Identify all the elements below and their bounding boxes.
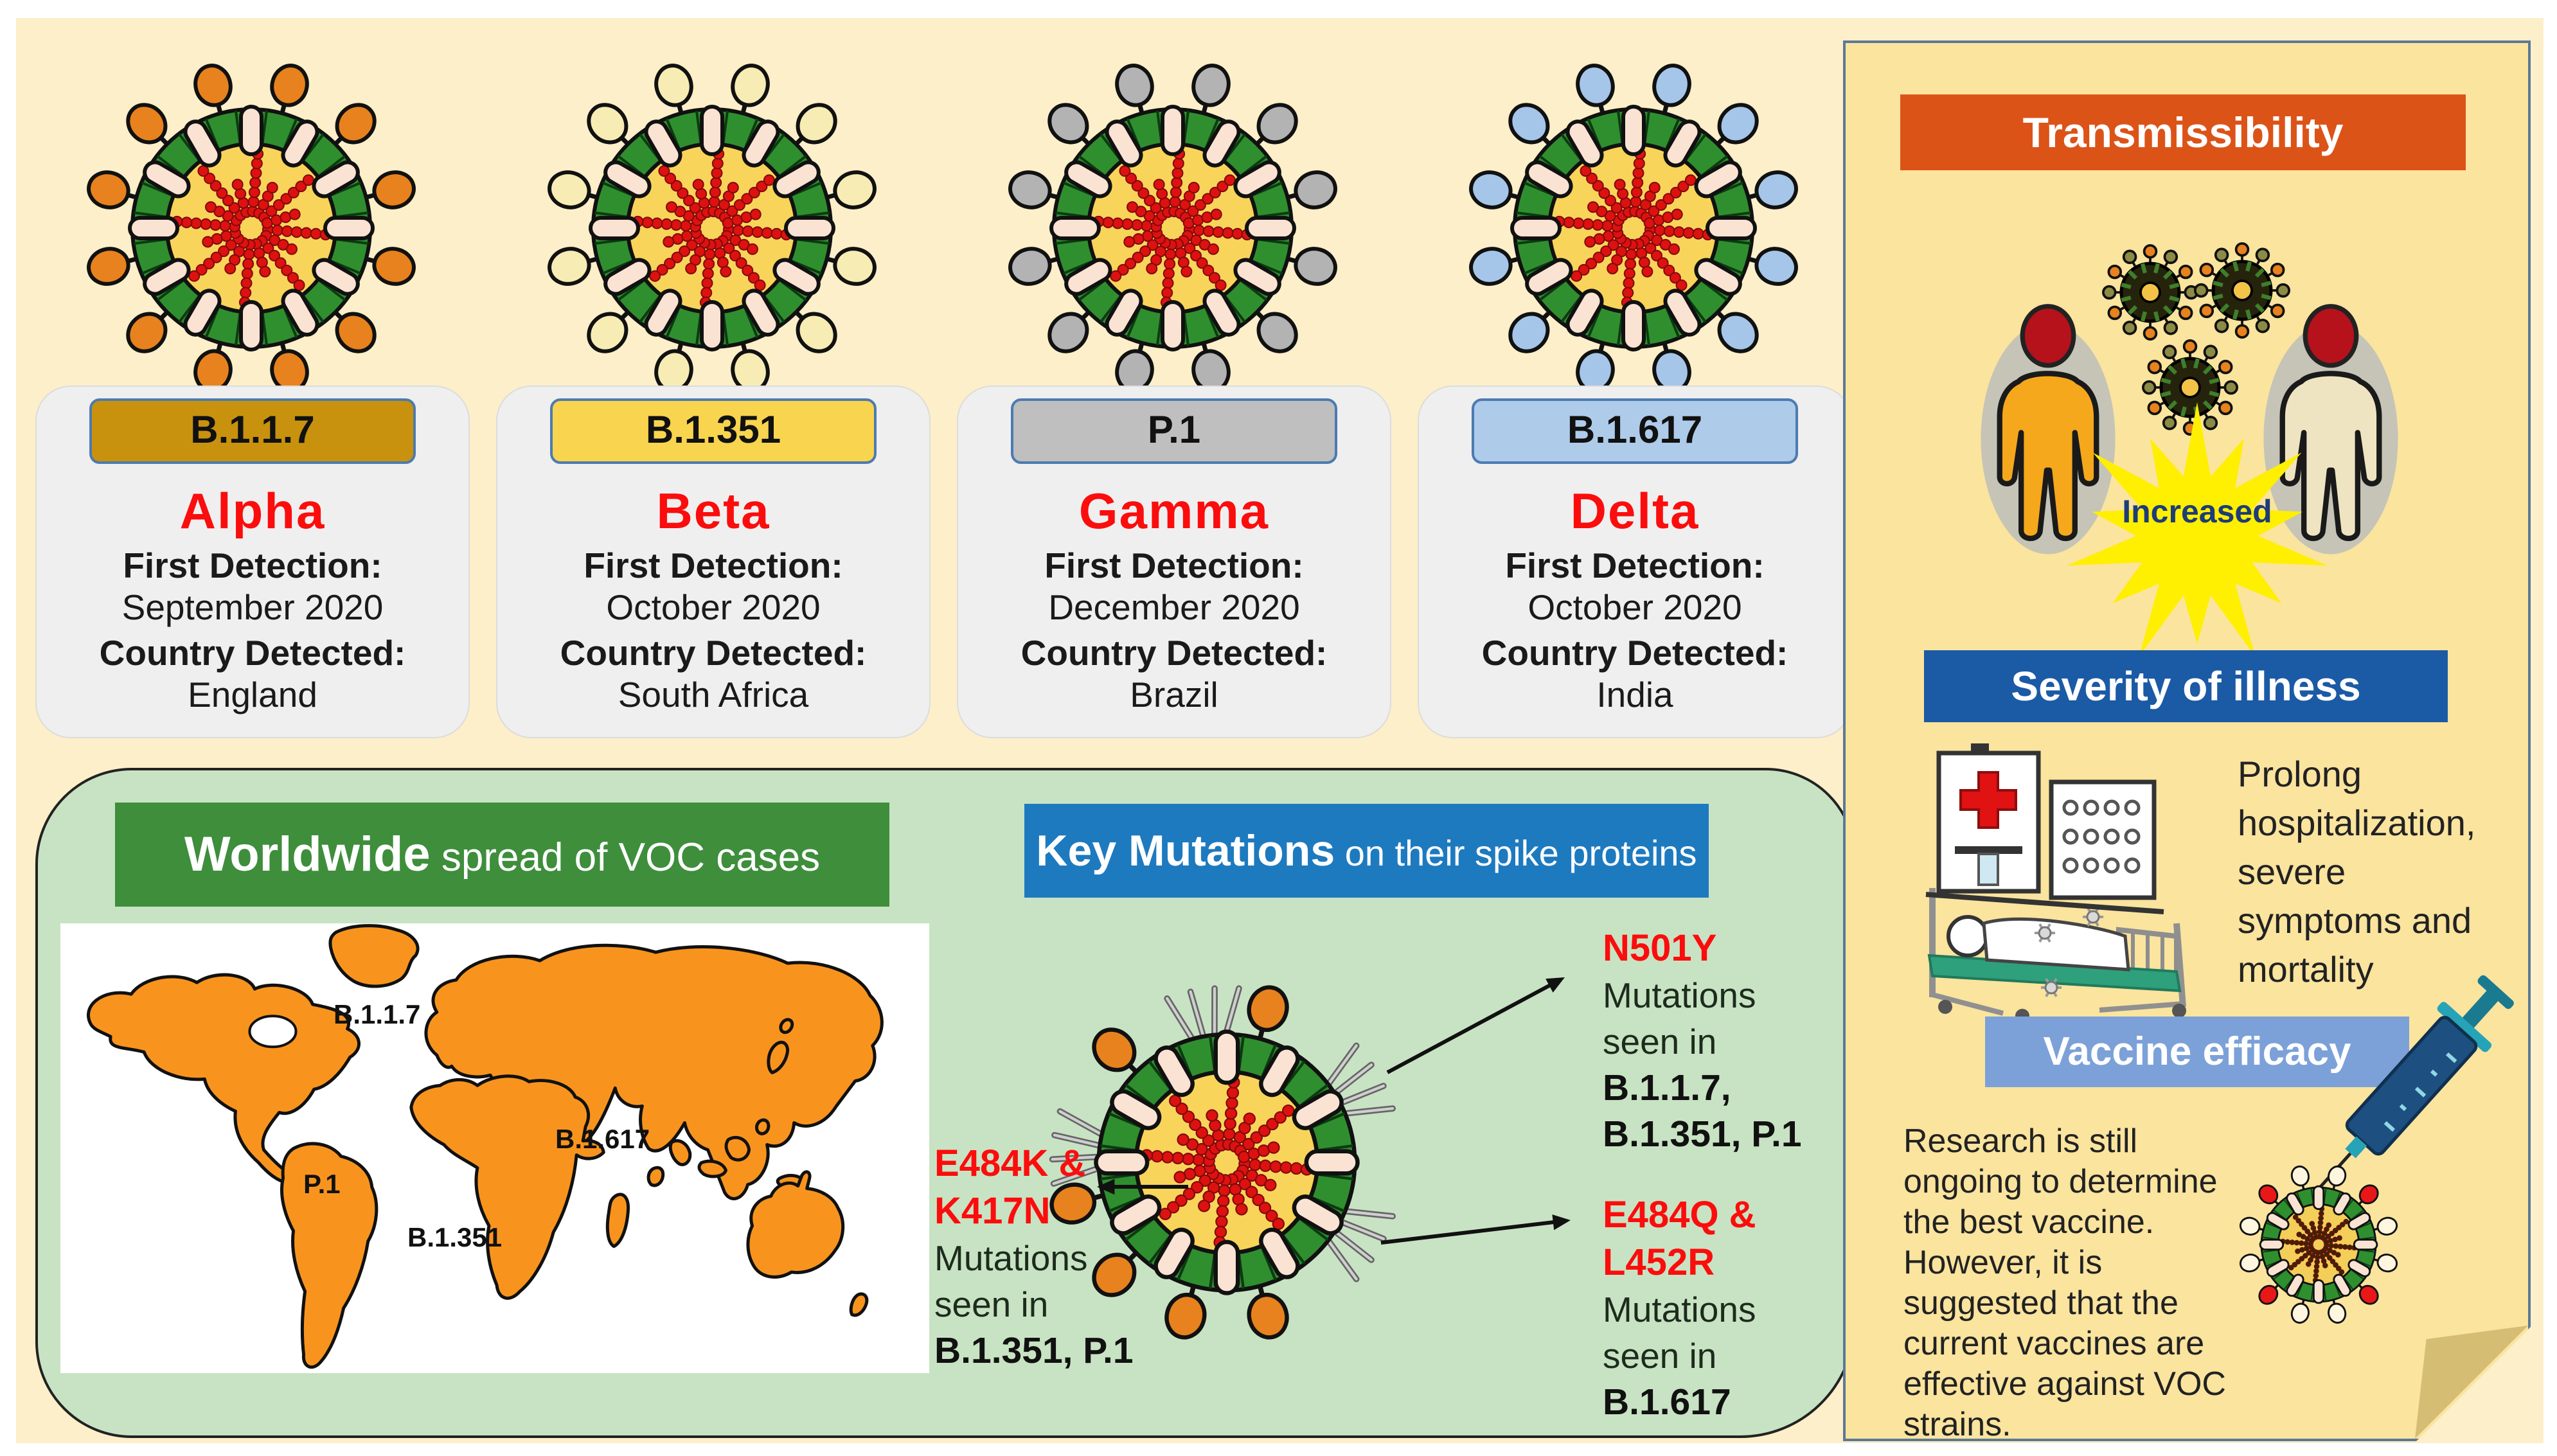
infected-person-icon	[1974, 236, 2122, 621]
annotation-n501y: N501Y Mutations seen in B.1.1.7, B.1.351…	[1603, 925, 1853, 1157]
country-label: Country Detected:	[1481, 633, 1788, 673]
variant-card-beta: B.1.351 Beta First Detection: October 20…	[496, 386, 931, 738]
mutation-strains: B.1.351, P.1	[934, 1330, 1134, 1371]
transmissibility-header: Transmissibility	[1900, 94, 2466, 170]
first-detection-value: December 2020	[1048, 587, 1300, 627]
mutation-name: N501Y	[1603, 927, 1717, 969]
annotation-e484k: E484K & K417N Mutations seen in B.1.351,…	[934, 1140, 1153, 1374]
worldwide-title-rest: spread of VOC cases	[430, 835, 821, 880]
virus-particle-icon	[2102, 244, 2198, 341]
exposed-person-icon	[2257, 236, 2405, 621]
hospital-bed-icon	[1907, 743, 2209, 1020]
vaccine-virus-icon	[2238, 1164, 2399, 1325]
mutation-name: E484Q & L452R	[1603, 1194, 1756, 1283]
mutation-desc: Mutations seen in	[934, 1238, 1088, 1324]
key-mutations-title-rest: on their spike proteins	[1335, 833, 1697, 873]
severity-text: Prolong hospitalization, severe symptoms…	[2238, 754, 2476, 990]
mutation-strains: B.1.617	[1603, 1381, 1731, 1423]
vaccine-header: Vaccine efficacy	[1985, 1017, 2409, 1087]
greek-name: Beta	[656, 483, 771, 539]
worldwide-header: Worldwide spread of VOC cases	[115, 803, 889, 907]
greek-name: Delta	[1570, 483, 1700, 539]
country-value: India	[1596, 675, 1673, 715]
map-label-b117: B.1.1.7	[334, 999, 421, 1029]
lineage-label: P.1	[1147, 408, 1201, 451]
map-label-b1617: B.1.617	[555, 1124, 650, 1154]
lineage-label: B.1.1.7	[190, 408, 315, 451]
country-value: Brazil	[1130, 675, 1218, 715]
vaccine-text: Research is still ongoing to determine t…	[1903, 1123, 2226, 1443]
first-detection-value: September 2020	[121, 587, 384, 627]
beta-virus-icon	[545, 61, 879, 395]
mutation-desc: Mutations seen in	[1603, 975, 1756, 1061]
virus-particle-icon	[2194, 242, 2290, 339]
first-detection-label: First Detection:	[584, 546, 843, 585]
first-detection-label: First Detection:	[1044, 546, 1304, 585]
first-detection-value: October 2020	[606, 587, 821, 627]
country-label: Country Detected:	[560, 633, 867, 673]
variant-card-delta: B.1.617 Delta First Detection: October 2…	[1418, 386, 1852, 738]
greek-name: Gamma	[1078, 483, 1270, 539]
world-map: B.1.1.7 P.1 B.1.351 B.1.617	[60, 923, 929, 1373]
lineage-label: B.1.617	[1567, 408, 1703, 451]
country-value: South Africa	[618, 675, 809, 715]
lineage-badge: B.1.351	[550, 398, 877, 464]
first-detection-label: First Detection:	[1505, 546, 1765, 585]
mutation-virus-icon	[1047, 982, 1407, 1342]
country-value: England	[188, 675, 317, 715]
effects-panel: Transmissibility Increased Severity of i…	[1843, 40, 2531, 1441]
lineage-badge: B.1.617	[1472, 398, 1798, 464]
first-detection-value: October 2020	[1528, 587, 1742, 627]
mutation-desc: Mutations seen in	[1603, 1290, 1756, 1376]
country-label: Country Detected:	[1020, 633, 1328, 673]
key-mutations-header: Key Mutations on their spike proteins	[1024, 804, 1709, 898]
lineage-badge: B.1.1.7	[89, 398, 416, 464]
key-mutations-title-bold: Key Mutations	[1036, 826, 1335, 875]
greek-name: Alpha	[179, 483, 326, 539]
annotation-e484q: E484Q & L452R Mutations seen in B.1.617	[1603, 1191, 1853, 1425]
worldwide-title-bold: Worldwide	[184, 827, 431, 882]
virus-particle-icon	[2142, 339, 2238, 436]
increased-label: Increased	[2122, 493, 2272, 529]
worldwide-mutations-section: Worldwide spread of VOC cases	[35, 768, 1856, 1438]
variant-card-alpha: B.1.1.7 Alpha First Detection: September…	[35, 386, 470, 738]
mutation-strains: B.1.1.7, B.1.351, P.1	[1603, 1067, 1802, 1155]
country-label: Country Detected:	[99, 633, 406, 673]
syringe-icon	[2295, 955, 2557, 1315]
variant-card-gamma: P.1 Gamma First Detection: December 2020…	[957, 386, 1391, 738]
mutation-name: E484K & K417N	[934, 1142, 1086, 1232]
increased-starburst	[2062, 401, 2332, 671]
gamma-virus-icon	[1006, 61, 1340, 395]
map-label-p1: P.1	[303, 1169, 341, 1199]
severity-header: Severity of illness	[1924, 650, 2448, 722]
alpha-virus-icon	[84, 61, 418, 395]
lineage-badge: P.1	[1011, 398, 1337, 464]
lineage-label: B.1.351	[645, 408, 781, 451]
world-map-svg	[87, 924, 884, 1369]
first-detection-label: First Detection:	[123, 546, 382, 585]
map-label-b1351: B.1.351	[407, 1222, 503, 1252]
delta-virus-icon	[1466, 61, 1801, 395]
